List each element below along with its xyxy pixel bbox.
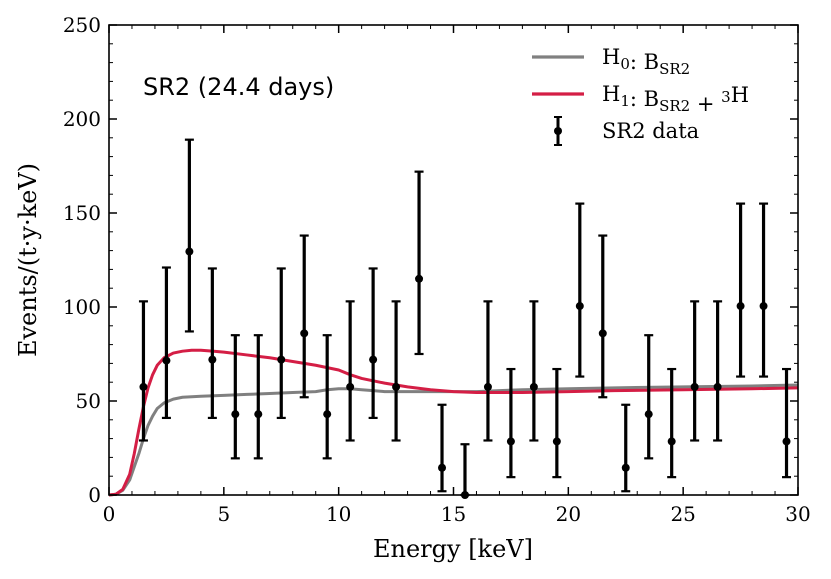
y-tick-label: 100 [63,295,101,319]
data-marker [552,437,561,446]
x-tick-label: 20 [556,502,581,526]
data-point [299,234,309,399]
data-point [552,367,562,479]
data-marker [506,437,515,446]
x-tick-label: 15 [441,502,466,526]
x-axis-label: Energy [keV] [373,535,533,563]
data-point [460,443,470,499]
y-tick-label: 200 [63,107,101,131]
data-point [437,403,447,493]
data-marker [598,329,607,338]
y-tick-label: 250 [63,13,101,37]
data-point [506,367,516,479]
annotation-label: SR2 (24.4 days) [143,73,334,101]
data-point [782,367,792,479]
data-marker [208,355,217,364]
data-point [345,300,355,442]
data-point [736,202,746,378]
legend-marker [554,127,562,135]
data-marker [162,356,171,365]
data-marker [300,329,309,338]
x-tick-label: 10 [326,502,351,526]
data-marker [483,382,492,391]
x-tick-label: 25 [670,502,695,526]
data-marker [254,410,263,419]
data-marker [782,437,791,446]
data-point [253,334,263,460]
data-point [391,300,401,442]
legend-label: H1: BSR2 + 3H [602,82,749,116]
data-marker [667,437,676,446]
data-point [276,267,286,420]
data-marker [139,382,148,391]
data-point [184,138,194,333]
data-point [161,266,171,420]
data-marker [529,382,538,391]
data-point [644,334,654,460]
data-point [690,300,700,442]
data-point [230,334,240,460]
data-marker [713,382,722,391]
data-marker [277,355,286,364]
y-tick-label: 50 [76,389,101,413]
data-point [713,300,723,442]
data-point [322,334,332,460]
data-point [759,202,769,378]
data-points-layer [138,138,792,499]
data-marker [346,382,355,391]
legend-label: H0: BSR2 [602,45,690,78]
y-tick-label: 150 [63,201,101,225]
data-point [414,170,424,356]
data-point [483,300,493,442]
data-point [368,267,378,420]
x-tick-label: 30 [785,502,810,526]
data-marker [736,302,745,311]
data-point [667,367,677,479]
legend-entry: SR2 data [554,116,699,146]
data-point [575,202,585,378]
data-point [598,234,608,399]
data-point [138,300,148,442]
data-marker [323,410,332,419]
data-marker [392,382,401,391]
legend-entry: H1: BSR2 + 3H [532,82,749,116]
data-marker [415,274,424,283]
data-marker [575,302,584,311]
data-marker [185,247,194,256]
x-tick-label: 5 [217,502,230,526]
legend-entry: H0: BSR2 [532,45,690,78]
data-marker [690,382,699,391]
data-marker [621,463,630,472]
data-marker [369,355,378,364]
data-marker [644,410,653,419]
data-marker [759,302,768,311]
x-tick-label: 0 [103,502,116,526]
y-tick-label: 0 [88,483,101,507]
data-marker [231,410,240,419]
data-marker [438,463,447,472]
legend: H0: BSR2 H1: BSR2 + 3H SR2 data [532,45,749,146]
data-point [621,403,631,493]
legend-label: SR2 data [602,119,699,143]
data-point [529,300,539,442]
y-axis-label: Events/(t·y·keV) [14,163,42,357]
plot-frame [108,24,799,496]
data-point [207,267,217,420]
